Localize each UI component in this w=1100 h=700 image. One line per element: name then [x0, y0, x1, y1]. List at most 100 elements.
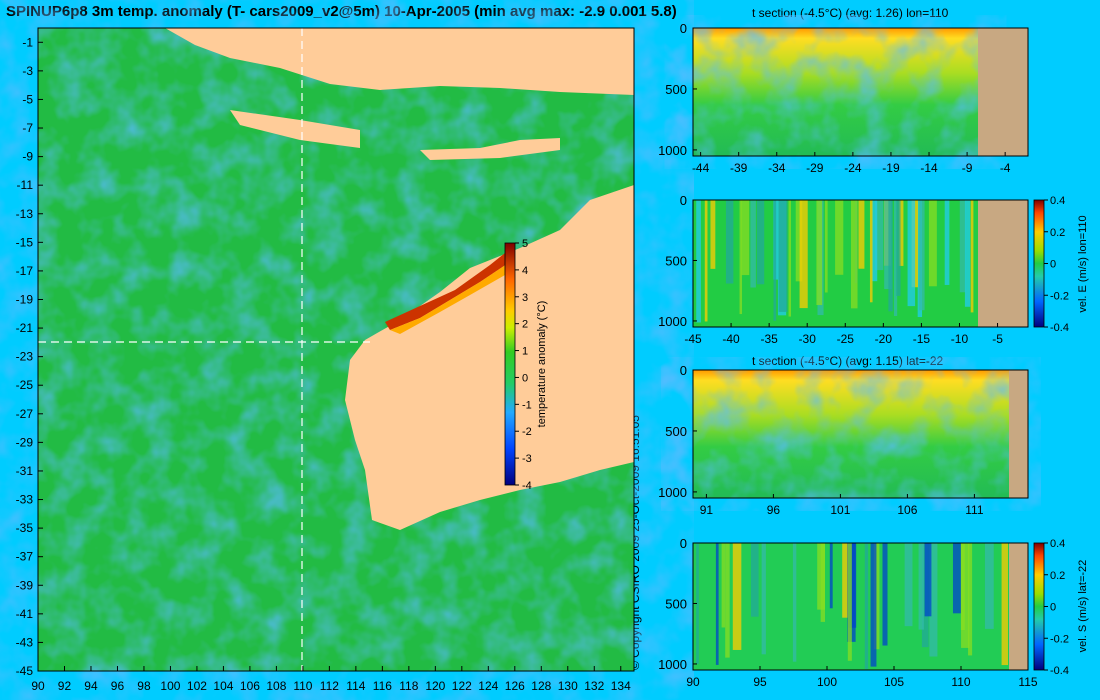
- map-y-tick-label: -3: [22, 64, 33, 78]
- map-frame: [37, 27, 635, 672]
- velocity-stripe: [835, 200, 844, 275]
- map-x-tick-label: 106: [240, 679, 260, 693]
- vel-s-colorbar-label: vel. S (m/s) lat=-22: [1077, 560, 1089, 653]
- map-colorbar-tick-label: 2: [522, 319, 528, 331]
- velocity-stripe: [778, 200, 788, 312]
- velocity-stripe: [869, 200, 873, 303]
- velocity-stripe: [898, 200, 904, 266]
- map-colorbar-tick-label: -3: [522, 453, 532, 465]
- map-x-tick-label: 102: [187, 679, 207, 693]
- vel-e-section-x-tick-label: -20: [875, 332, 893, 346]
- t-section-lon-y-tick-label: 1000: [658, 143, 687, 158]
- map-x-tick-label: 128: [531, 679, 551, 693]
- vel-e-section-x-tick-label: -15: [913, 332, 931, 346]
- t-section-lat-x-tick-label: 91: [700, 503, 714, 517]
- map-y-tick-label: -13: [16, 207, 34, 221]
- velocity-stripe: [715, 543, 719, 665]
- t-section-lon-x-tick-label: -39: [730, 161, 748, 175]
- velocity-stripe: [968, 543, 973, 656]
- velocity-stripe: [904, 543, 913, 627]
- map-warm-band-edge: [390, 262, 510, 334]
- map-y-tick-label: -5: [22, 92, 33, 106]
- velocity-stripe: [829, 543, 833, 609]
- map-y-tick-label: -17: [16, 264, 34, 278]
- map-y-tick-label: -7: [22, 121, 33, 135]
- vel-s-colorbar: [1033, 542, 1045, 671]
- vel-s-stripes: [696, 543, 1008, 670]
- map-colorbar-tick-label: 5: [522, 238, 528, 250]
- velocity-stripe: [816, 200, 823, 306]
- vel-s-section-x-tick-label: 105: [884, 675, 904, 689]
- velocity-stripe: [893, 200, 898, 316]
- map-colorbar-tick-label: 0: [522, 372, 528, 384]
- map-y-tick-label: -19: [16, 292, 34, 306]
- map-colorbar-tick-label: 4: [522, 265, 528, 277]
- vel-s-section-x-tick-label: 115: [1018, 675, 1037, 689]
- velocity-stripe: [732, 543, 742, 650]
- t-section-lat-x-tick-label: 96: [767, 503, 781, 517]
- map-y-tick-label: -27: [16, 407, 34, 421]
- map-y-tick-label: -23: [16, 350, 34, 364]
- vel-s-section-colorbar-tick-label: 0.2: [1050, 570, 1065, 582]
- map-colorbar-tick-label: -1: [522, 399, 532, 411]
- vel-s-section-panel: 90 95 100 105 110 115 0 500 1000 0.4 0.2 0 -0.2 -0.4…: [658, 536, 1089, 689]
- vel-e-section-colorbar-tick-label: 0.2: [1050, 227, 1065, 239]
- map-colorbar-tick-label: -4: [522, 480, 532, 492]
- t-section-lon-x-tick-label: -24: [844, 161, 862, 175]
- map-colorbar-tick-label: 3: [522, 292, 528, 304]
- velocity-stripe: [924, 543, 932, 617]
- t-section-lon-seafloor: [978, 28, 1028, 156]
- map-x-tick-label: 130: [558, 679, 578, 693]
- velocity-stripe: [858, 200, 865, 269]
- map-panel: 90 92 94 96 98 100 102 104 106 108 110 112 114 116 118…: [16, 27, 635, 693]
- map-y-axis: -1 -3 -5 -7 -9 -11 -13 -15 -17 -19 -21 -23 -25 -27 -29…: [16, 35, 43, 678]
- vel-e-section-x-tick-label: -5: [992, 332, 1003, 346]
- t-section-lon-x-tick-label: -14: [920, 161, 938, 175]
- velocity-stripe: [918, 543, 924, 630]
- map-warm-band: [385, 245, 515, 330]
- vel-e-section-x-tick-label: -40: [722, 332, 740, 346]
- velocity-stripe: [928, 200, 937, 287]
- vel-s-section-colorbar-tick-label: 0.4: [1050, 538, 1065, 550]
- velocity-stripe: [750, 200, 756, 288]
- velocity-stripe: [721, 543, 726, 628]
- t-section-lon-field: [693, 28, 978, 156]
- vel-e-section-x-tick-label: -25: [837, 332, 855, 346]
- velocity-stripe: [820, 543, 826, 622]
- velocity-stripe: [696, 200, 701, 323]
- map-land-nusa-tenggara: [420, 138, 560, 160]
- map-x-tick-label: 124: [478, 679, 498, 693]
- velocity-stripe: [751, 543, 759, 617]
- map-x-tick-label: 134: [611, 679, 631, 693]
- velocity-stripe: [1001, 543, 1008, 666]
- map-x-tick-label: 94: [84, 679, 98, 693]
- vel-s-section-y-tick-label: 0: [680, 536, 687, 551]
- map-land-australia: [345, 185, 634, 530]
- map-y-tick-label: -35: [16, 521, 34, 535]
- map-x-tick-label: 108: [266, 679, 286, 693]
- map-x-tick-label: 122: [452, 679, 472, 693]
- velocity-stripe: [725, 200, 734, 284]
- t-section-lon-x-tick-label: -29: [806, 161, 824, 175]
- map-x-tick-label: 118: [399, 679, 418, 693]
- velocity-stripe: [873, 543, 880, 650]
- t-section-lon-x-tick-label: -19: [882, 161, 900, 175]
- map-x-tick-label: 126: [505, 679, 525, 693]
- t-section-lat-seafloor: [1009, 370, 1028, 498]
- vel-s-section-x-tick-label: 90: [686, 675, 700, 689]
- map-x-axis: 90 92 94 96 98 100 102 104 106 108 110 112 114 116 118…: [31, 666, 631, 693]
- t-section-lon-x-tick-label: -9: [962, 161, 973, 175]
- map-x-tick-label: 114: [346, 679, 365, 693]
- velocity-stripe: [884, 200, 892, 290]
- map-colorbar-gradient: [504, 242, 516, 486]
- t-section-lat-frame: [692, 369, 1029, 499]
- map-y-tick-label: -29: [16, 435, 34, 449]
- t-section-lat-y-tick-label: 0: [680, 363, 687, 378]
- vel-e-section-y-tick-label: 500: [665, 253, 687, 268]
- map-colorbar-label: temperature anomaly (°C): [536, 301, 548, 428]
- velocity-stripe: [848, 543, 857, 628]
- t-section-lon-y-tick-label: 0: [680, 21, 687, 36]
- t-section-lat-title: t section (-4.5°C) (avg: 1.15) lat=-22: [752, 354, 944, 368]
- map-x-tick-label: 132: [584, 679, 604, 693]
